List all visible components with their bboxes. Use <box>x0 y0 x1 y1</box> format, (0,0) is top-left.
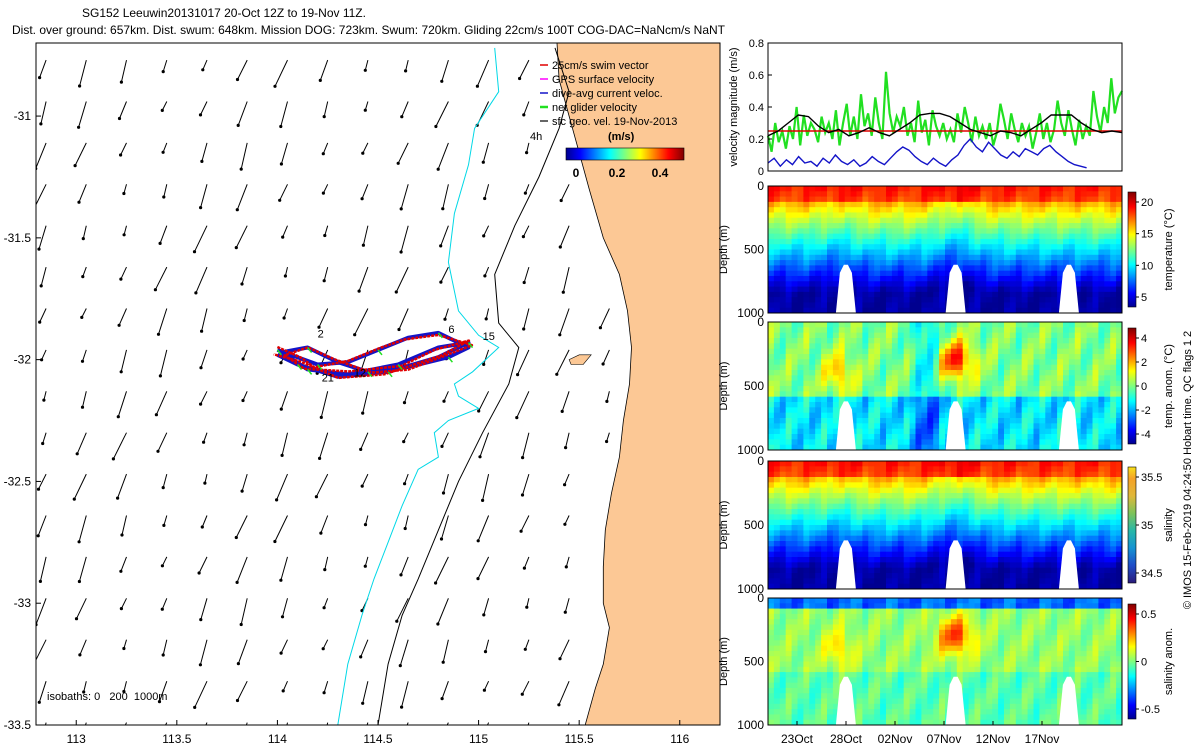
legend-label-swim: 25cm/s swim vector <box>552 60 649 72</box>
section-colorbar-3 <box>1128 604 1136 719</box>
velocity-ytick-label-3: 0.6 <box>749 70 764 82</box>
map-ytick-label-4: -33 <box>14 596 32 610</box>
section-3-ytick-0: 0 <box>757 591 764 605</box>
section-xtick-label-3: 07Nov <box>927 732 962 746</box>
section-1-ytick-1: 500 <box>744 379 764 393</box>
section-1-cbtick-label-2: 0 <box>1141 381 1147 393</box>
velocity-timeseries-panel: 0 0.2 0.4 0.6 0.8 velocity magnitude (m/s) <box>728 38 1122 178</box>
velocity-plot-background <box>768 43 1122 171</box>
figure-canvas: 2 6 15 21 12 113 113.5 114 114.5 115 115.5 116 -31 -… <box>0 0 1200 750</box>
map-xtick-label-0: 113 <box>67 732 86 746</box>
section-3-colorbar-label: salinity anom. <box>1163 628 1175 695</box>
extra-label-4h: 4h <box>530 131 542 143</box>
isobaths-note: isobaths: 0 200 1000m <box>47 691 167 703</box>
track-label-3: 21 <box>322 373 334 385</box>
velocity-ytick-label-1: 0.2 <box>749 134 764 146</box>
section-panel-3: 0 500 1000 Depth (m) 0.5 0 -0.5salinity anom. <box>718 591 1175 732</box>
section-0-cbtick-label-3: 5 <box>1141 292 1147 304</box>
velocity-ylabel: velocity magnitude (m/s) <box>728 47 740 166</box>
colorbar-unit: (m/s) <box>608 131 635 143</box>
section-2-ytick-0: 0 <box>757 454 764 468</box>
map-panel: 2 6 15 21 12 113 113.5 114 114.5 115 115.5 116 -31 -… <box>4 43 720 750</box>
copyright-note: © IMOS 15-Feb-2019 04:24:50 Hobart time.… <box>1182 331 1194 609</box>
legend-label-gps: GPS surface velocity <box>552 74 655 86</box>
map-ytick-label-2: -32 <box>14 353 32 367</box>
section-1-cbtick-label-0: 4 <box>1141 333 1147 345</box>
section-3-cbtick-label-1: 0 <box>1141 657 1147 669</box>
section-xtick-label-0: 23Oct <box>781 732 814 746</box>
section-1-ytick-0: 0 <box>757 315 764 329</box>
map-xtick-label-6: 116 <box>670 732 689 746</box>
section-colorbar-1 <box>1128 328 1136 444</box>
track-label-2: 15 <box>483 331 495 343</box>
section-3-cbtick-label-2: -0.5 <box>1141 704 1160 716</box>
section-0-ytick-1: 500 <box>744 243 764 257</box>
section-panel-0: 0 500 1000 Depth (m) 20 15 10 5 temperature (°C) <box>718 179 1175 320</box>
velocity-ytick-label-2: 0.4 <box>749 102 764 114</box>
section-3-ytick-2: 1000 <box>737 718 764 732</box>
map-colorbar <box>566 148 684 160</box>
section-panel-2: 05001000Depth (m)35.53534.5salinity <box>718 454 1175 596</box>
section-1-cbtick-label-3: -2 <box>1141 405 1151 417</box>
section-2-ylabel: Depth (m) <box>718 501 730 550</box>
map-ytick-label-0: -31 <box>14 109 32 123</box>
map-colorbar-tick-02: 0.2 <box>609 166 626 180</box>
track-label-1: 6 <box>448 324 454 336</box>
legend-label-net: net glider velocity <box>552 102 637 114</box>
section-1-cbtick-label-1: 2 <box>1141 357 1147 369</box>
section-0-cbtick-label-2: 10 <box>1141 260 1153 272</box>
section-0-ytick-0: 0 <box>757 179 764 193</box>
section-2-colorbar-label: salinity <box>1163 508 1175 542</box>
map-xtick-label-1: 113.5 <box>162 732 191 746</box>
map-xtick-label-4: 115 <box>469 732 488 746</box>
section-0-ylabel: Depth (m) <box>718 225 730 274</box>
vector-229 <box>195 723 208 749</box>
section-xtick-label-5: 17Nov <box>1025 732 1060 746</box>
map-xtick-label-3: 114.5 <box>363 732 392 746</box>
section-2-cbtick-label-2: 34.5 <box>1141 568 1162 580</box>
section-3-ytick-1: 500 <box>744 655 764 669</box>
section-xtick-label-2: 02Nov <box>878 732 913 746</box>
map-xtick-label-5: 115.5 <box>565 732 594 746</box>
map-xtick-label-2: 114 <box>268 732 287 746</box>
section-panels: 05001000Depth (m)2015105temperature (°C)… <box>718 179 1175 746</box>
section-panel-1: 05001000Depth (m)420-2-4temp. anom. (°C) <box>718 315 1175 457</box>
velocity-ytick-label-4: 0.8 <box>749 38 764 50</box>
map-ytick-label-3: -32.5 <box>4 474 32 488</box>
section-0-cbtick-label-1: 15 <box>1141 229 1153 241</box>
section-1-colorbar-label: temp. anom. (°C) <box>1163 344 1175 428</box>
section-0-cbtick-label-0: 20 <box>1141 197 1153 209</box>
section-1-ylabel: Depth (m) <box>718 362 730 411</box>
map-ytick-label-5: -33.5 <box>4 718 32 732</box>
track-label-4: 12 <box>354 368 366 380</box>
map-ytick-label-1: -31.5 <box>4 231 32 245</box>
section-3-ylabel: Depth (m) <box>718 637 730 686</box>
section-3-cbtick-label-0: 0.5 <box>1141 609 1156 621</box>
section-xtick-label-1: 28Oct <box>830 732 863 746</box>
section-colorbar-0 <box>1128 192 1136 307</box>
section-2-cbtick-label-0: 35.5 <box>1141 472 1162 484</box>
section-0-colorbar-label: temperature (°C) <box>1163 208 1175 290</box>
vector-237 <box>521 723 529 743</box>
section-2-cbtick-label-1: 35 <box>1141 520 1153 532</box>
map-colorbar-tick-0: 0 <box>573 166 580 180</box>
legend-label-dac: dive-avg current veloc. <box>552 88 663 100</box>
section-1-cbtick-label-4: -4 <box>1141 429 1151 441</box>
legend-label-sfc: sfc geo. vel. 19-Nov-2013 <box>552 116 677 128</box>
map-colorbar-tick-04: 0.4 <box>652 166 669 180</box>
section-xtick-label-4: 12Nov <box>976 732 1011 746</box>
track-label-0: 2 <box>318 329 324 341</box>
vector-234 <box>396 723 408 748</box>
section-colorbar-2 <box>1128 467 1136 583</box>
velocity-ytick-label-0: 0 <box>758 166 764 178</box>
section-2-ytick-1: 500 <box>744 518 764 532</box>
